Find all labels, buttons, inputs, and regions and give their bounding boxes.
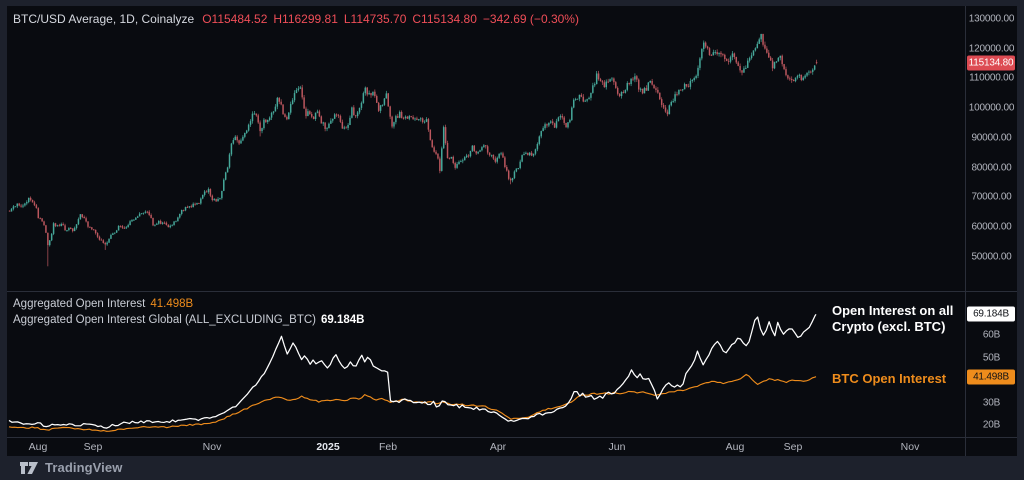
footer-toolbar: TradingView	[0, 456, 1024, 480]
price-scale-border	[965, 6, 966, 456]
annotation-line: Open Interest on all	[832, 303, 954, 318]
time-label: Sep	[783, 441, 803, 453]
oi-tick: 30B	[982, 397, 1001, 408]
time-label: 2025	[316, 441, 340, 453]
oi-legend: Aggregated Open Interest 41.498B Aggregat…	[13, 296, 364, 328]
oi-legend-value: 69.184B	[320, 314, 365, 326]
annotation-line: BTC Open Interest	[832, 371, 947, 386]
time-scale[interactable]: Aug Sep Nov 2025 Feb Apr Jun Aug Sep Nov	[7, 438, 965, 456]
tradingview-brand-text: TradingView	[45, 460, 123, 475]
price-tick: 90000.00	[971, 132, 1012, 144]
price-tick: 110000.00	[969, 72, 1014, 84]
price-tick: 130000.00	[968, 13, 1015, 25]
oi-tick: 60B	[982, 329, 1001, 341]
time-scale-border	[7, 437, 1017, 438]
oi-legend-label: Aggregated Open Interest	[13, 298, 146, 310]
time-label: Jun	[608, 441, 626, 453]
oi-legend-label: Aggregated Open Interest Global (ALL_EXC…	[13, 314, 316, 326]
tradingview-logo-link[interactable]: TradingView	[19, 460, 122, 475]
oi-tick: 20B	[982, 419, 1001, 431]
oi-legend-row-global[interactable]: Aggregated Open Interest Global (ALL_EXC…	[13, 312, 364, 328]
oi-legend-row-btc[interactable]: Aggregated Open Interest 41.498B	[13, 296, 364, 312]
price-legend: BTC/USD Average, 1D, Coinalyze O115484.52…	[13, 12, 585, 26]
price-scale[interactable]: 130000.00 120000.00 110000.00 100000.00 9000…	[966, 6, 1017, 456]
oi-legend-value: 41.498B	[150, 298, 194, 310]
price-tick: 60000.00	[971, 221, 1012, 233]
chart-canvas[interactable]	[7, 6, 965, 456]
annotation-line: Crypto (excl. BTC)	[832, 319, 946, 334]
pane-separator[interactable]	[7, 291, 1017, 292]
last-price-badge: 115134.80	[967, 55, 1015, 71]
price-tick: 80000.00	[971, 162, 1012, 174]
oi-value-badge: 69.184B	[967, 306, 1015, 322]
symbol-title[interactable]: BTC/USD Average, 1D, Coinalyze	[13, 12, 195, 26]
price-change: −342.69 (−0.30%)	[482, 12, 579, 26]
tradingview-icon	[20, 461, 38, 474]
oi-tick: 50B	[982, 352, 1001, 363]
annotation-btc-oi[interactable]: BTC Open Interest	[832, 371, 946, 387]
price-tick: 120000.00	[968, 43, 1015, 55]
time-label: Aug	[28, 441, 48, 453]
time-label: Apr	[489, 441, 507, 453]
annotation-alt-oi[interactable]: Open Interest on all Crypto (excl. BTC)	[832, 303, 953, 335]
time-label: Sep	[83, 441, 103, 453]
price-tick: 50000.00	[971, 251, 1012, 263]
ohlc-high: H116299.81	[273, 12, 338, 26]
ohlc-open: O115484.52	[202, 12, 268, 26]
price-tick: 70000.00	[971, 191, 1012, 203]
time-label: Nov	[202, 441, 222, 453]
oi-value-badge: 41.498B	[967, 369, 1015, 385]
time-label: Nov	[900, 441, 920, 453]
price-tick: 100000.00	[968, 102, 1015, 114]
time-label: Aug	[725, 441, 745, 453]
ohlc-close: C115134.80	[412, 12, 477, 26]
time-label: Feb	[378, 441, 398, 453]
ohlc-low: L114735.70	[343, 12, 407, 26]
chart-area: BTC/USD Average, 1D, Coinalyze O115484.52…	[7, 6, 1017, 456]
